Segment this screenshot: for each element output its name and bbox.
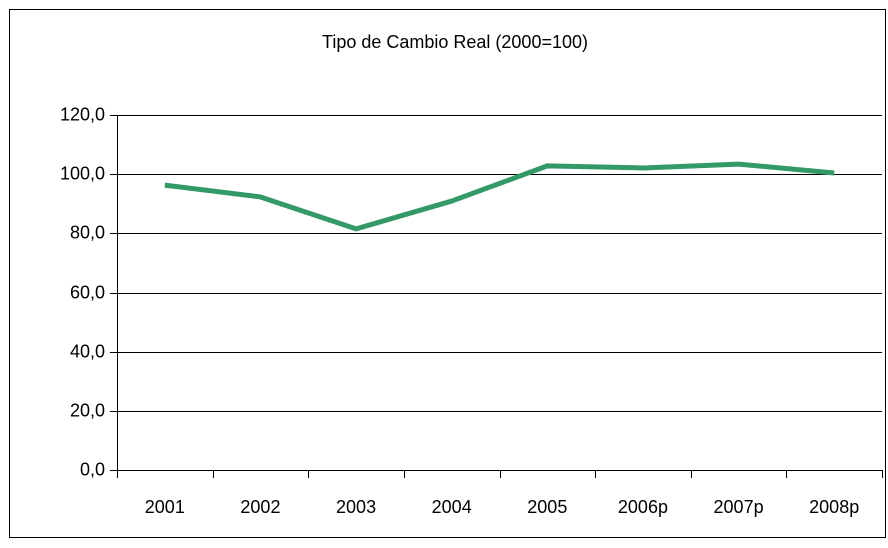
x-tick-label: 2007p	[714, 497, 764, 517]
y-tick-label: 60,0	[70, 282, 105, 302]
chart-title: Tipo de Cambio Real (2000=100)	[322, 32, 588, 52]
x-tick-label: 2004	[432, 497, 472, 517]
y-tick-label: 40,0	[70, 341, 105, 361]
y-tick-label: 80,0	[70, 222, 105, 242]
chart-frame	[9, 9, 886, 538]
y-tick-label: 100,0	[60, 163, 105, 183]
x-tick-label: 2001	[145, 497, 185, 517]
x-tick-label: 2003	[336, 497, 376, 517]
x-tick-label: 2006p	[618, 497, 668, 517]
x-tick-label: 2005	[527, 497, 567, 517]
y-tick-label: 120,0	[60, 104, 105, 124]
x-tick-label: 2002	[240, 497, 280, 517]
y-tick-label: 0,0	[80, 459, 105, 479]
x-tick-label: 2008p	[809, 497, 859, 517]
y-tick-label: 20,0	[70, 400, 105, 420]
data-line	[164, 161, 835, 232]
